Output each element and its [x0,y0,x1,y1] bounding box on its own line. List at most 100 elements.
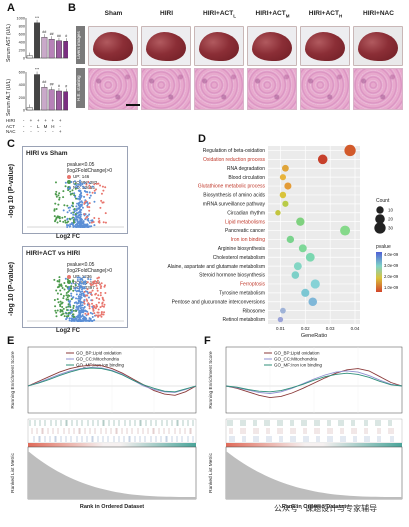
volcano-point-no [89,311,92,314]
volcano-point-up [91,289,94,292]
gsea-legend-label: GO_MF:Iron ion binding [76,363,125,368]
ast-sig: ## [57,34,61,38]
volcano-point-no [69,206,72,209]
volcano-point-down [62,307,65,310]
volcano-point-up [97,217,100,220]
volcano-point-down [72,309,75,312]
scale-bar [126,104,140,106]
dot-plot-category: Iron ion binding [231,237,265,243]
volcano-point-down [53,298,56,301]
volcano-point-no [77,295,80,298]
volcano-point-down [67,189,70,192]
volcano-point-no [83,182,86,185]
volcano-point-no [88,213,91,216]
volcano-point-down [55,315,58,318]
volcano-point-up [101,301,104,304]
volcano-point-down [69,218,72,221]
volcano-point-no [88,225,91,228]
gsea-xlabel: Rank in Ordered Dataset [80,504,144,510]
liver-shape [305,32,345,61]
dot-plot-point [308,297,318,307]
volcano-point-down [66,286,69,289]
dot-plot-point [286,235,295,244]
treatment-row-label: NAC [6,129,16,134]
dot-plot-xtick: 0.04 [351,326,360,331]
volcano-point-up [89,283,92,286]
volcano-point-no [65,318,68,321]
volcano-point-down [69,309,72,312]
volcano-point-no [77,276,80,279]
dot-plot-point [282,164,289,172]
volcano-point-no [78,221,81,224]
dot-plot-category: Pancreatic cancer [225,228,265,234]
volcano-point-up [95,182,98,185]
volcano-point-up [97,314,100,317]
volcano-point-down [66,204,69,207]
volcano-point-up [93,183,96,186]
volcano-point-down [72,205,75,208]
volcano-point-no [67,224,70,227]
alt-bar [48,89,55,111]
pvalue-legend-tick: 1.0e-09 [384,285,399,290]
volcano-point-no [76,218,79,221]
volcano-point-no [83,287,86,290]
ast-sig: ## [42,30,46,34]
volcano-point-no [82,222,85,225]
volcano-point-no [76,186,79,189]
alt-tick: 0 [23,109,25,113]
gsea-rank-area [28,451,196,499]
volcano-point-up [99,306,102,309]
volcano-point-down [59,289,62,292]
pvalue-legend-tick: 4.0e-09 [384,252,399,257]
volcano-point-up [103,285,106,288]
dot-plot-category: Blood circulation [228,175,265,181]
volcano-point-down [67,305,70,308]
volcano-point-no [76,224,79,227]
volcano-point-down [62,220,65,223]
volcano-point-up [86,193,89,196]
volcano-point-up [95,188,98,191]
volcano-point-up [94,280,97,283]
dot-plot-xtick: 0.01 [276,326,285,331]
volcano-point-up [99,314,102,317]
volcano-point-down [59,310,62,313]
volcano-point-down [57,194,60,197]
volcano-point-no [81,224,84,227]
panel-b-headers: Sham HIRI HIRI+ACTL HIRI+ACTM HIRI+ACTH HIRI+… [86,8,406,22]
volcano-point-up [84,217,87,220]
gsea-rank-ylabel: Ranked List Metric [10,453,16,493]
volcano-point-down [66,308,69,311]
dot-plot-category: Circadian rhythm [227,210,265,216]
volcano-point-no [77,207,80,210]
count-legend-title: Count [376,198,390,204]
he-stain-image [300,68,350,110]
ast-tick: 600 [19,33,25,37]
volcano-point-down [71,189,74,192]
volcano-point-down [60,283,63,286]
volcano-point-down [70,298,73,301]
he-row-tag: H.E. staining [76,68,85,108]
volcano-point-up [100,282,103,285]
volcano-point-up [96,279,99,282]
dot-plot-point [284,182,292,190]
volcano-point-up [95,314,98,317]
volcano-point-up [100,285,103,288]
volcano-point-up [83,201,86,204]
gsea-legend-label: GO_CC:Mitochondria [76,357,120,362]
treatment-row: NAC - - - - - + [6,129,68,135]
volcano-point-no [83,187,86,190]
dot-plot-category: Regulation of beta-oxidation [203,148,265,154]
volcano-point-no [73,180,76,183]
count-legend-dot [375,214,385,224]
volcano-point-up [95,282,98,285]
volcano-point-no [91,315,94,318]
volcano-point-no [79,196,82,199]
volcano-point-down [56,298,59,301]
ast-bar [63,41,68,59]
volcano-point-down [55,195,58,198]
volcano-point-no [75,317,78,320]
volcano-point-no [80,315,83,318]
dot-plot-category: Lipid metabolisms [225,219,266,225]
pvalue-legend-title: pvalue [376,244,391,250]
